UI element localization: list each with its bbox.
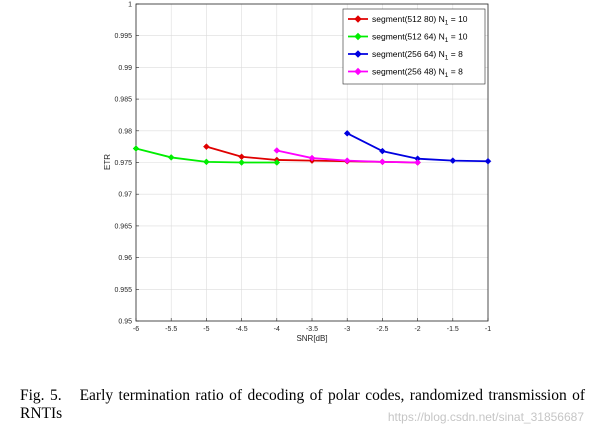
legend-entry: segment(512 80) N1 = 10 <box>348 14 468 27</box>
y-tick-label: 0.97 <box>118 192 132 199</box>
y-axis-label: ETR <box>103 154 112 170</box>
data-point <box>132 145 140 152</box>
series-2 <box>132 145 281 166</box>
y-tick-label: 0.985 <box>114 97 132 104</box>
data-point <box>203 158 210 166</box>
watermark: https://blog.csdn.net/sinat_31856687 <box>387 410 584 424</box>
data-point <box>484 157 492 165</box>
legend-swatch-marker <box>354 67 362 76</box>
x-tick-label: -1.5 <box>447 326 459 333</box>
data-point <box>343 129 351 137</box>
data-point <box>343 157 351 164</box>
caption-text: Early termination ratio of decoding of p… <box>20 387 585 422</box>
series-layer <box>132 129 492 166</box>
y-tick-label: 0.95 <box>118 319 132 326</box>
y-tick-label: 0.96 <box>118 255 132 262</box>
y-tick-label: 0.965 <box>114 223 132 230</box>
y-tick-label: 0.975 <box>114 160 132 167</box>
legend-entry: segment(256 48) N1 = 8 <box>348 67 463 80</box>
x-tick-label: -2 <box>414 326 420 333</box>
y-tick-label: 0.98 <box>118 128 132 135</box>
legend-label: segment(512 64) N1 = 10 <box>372 32 468 45</box>
legend-swatch-marker <box>354 15 362 23</box>
legend-entry: segment(512 64) N1 = 10 <box>348 32 468 45</box>
data-point <box>379 147 386 155</box>
legend-swatch-marker <box>354 50 362 58</box>
legend: segment(512 80) N1 = 10 segment(512 64) N… <box>342 8 486 85</box>
caption-label: Fig. 5. <box>20 387 62 404</box>
x-tick-label: -4 <box>274 326 280 333</box>
y-tick-label: 0.995 <box>114 33 132 40</box>
data-point <box>273 159 281 166</box>
legend-label: segment(512 80) N1 = 10 <box>372 14 468 27</box>
x-tick-label: -3 <box>344 326 350 333</box>
legend-label: segment(256 48) N1 = 8 <box>372 67 463 80</box>
x-tick-label: -6 <box>133 326 139 333</box>
data-point <box>238 159 245 166</box>
x-axis-label: SNR[dB] <box>296 334 327 343</box>
legend-label: segment(256 64) N1 = 8 <box>372 49 463 62</box>
legend-swatch-marker <box>354 32 362 41</box>
series-4 <box>273 147 421 166</box>
data-point <box>308 154 316 162</box>
x-tick-label: -1 <box>485 326 491 333</box>
data-point <box>449 157 457 164</box>
y-tick-label: 0.955 <box>114 287 132 294</box>
x-tick-label: -5 <box>203 326 209 333</box>
data-point <box>203 143 210 151</box>
legend-entry: segment(256 64) N1 = 8 <box>348 49 463 62</box>
x-tick-label: -3.5 <box>306 326 318 333</box>
y-tick-label: 1 <box>128 2 132 9</box>
data-point <box>414 159 421 166</box>
x-tick-label: -4.5 <box>236 326 248 333</box>
series-3 <box>343 129 492 165</box>
data-point <box>379 158 386 166</box>
data-point <box>273 147 281 154</box>
x-tick-label: -2.5 <box>376 326 388 333</box>
figure-caption: Fig. 5. Early termination ratio of decodi… <box>20 387 585 423</box>
data-point <box>167 154 175 161</box>
tick-labels: -6 -5.5 -5 -4.5 -4 -3.5 -3 -2.5 -2 -1.5 -1 0.95 0.95… <box>114 2 491 334</box>
y-tick-label: 0.99 <box>118 65 132 72</box>
x-tick-label: -5.5 <box>165 326 177 333</box>
